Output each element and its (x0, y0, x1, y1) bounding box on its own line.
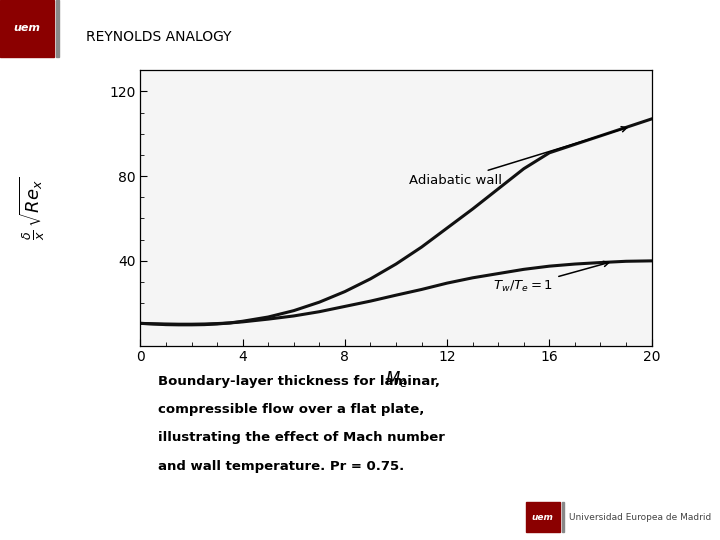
Text: $\frac{\delta}{x}\,\sqrt{Re_x}$: $\frac{\delta}{x}\,\sqrt{Re_x}$ (18, 176, 47, 240)
Text: illustrating the effect of Mach number: illustrating the effect of Mach number (158, 431, 445, 444)
Text: compressible flow over a flat plate,: compressible flow over a flat plate, (158, 403, 425, 416)
Text: REYNOLDS ANALOGY: REYNOLDS ANALOGY (86, 30, 232, 44)
Text: uem: uem (14, 23, 40, 33)
Text: Universidad Europea de Madrid: Universidad Europea de Madrid (569, 513, 711, 522)
Text: Adiabatic wall: Adiabatic wall (409, 127, 627, 187)
Text: and wall temperature. Pr = 0.75.: and wall temperature. Pr = 0.75. (158, 460, 405, 472)
Text: uem: uem (532, 513, 554, 522)
Text: Boundary-layer thickness for laminar,: Boundary-layer thickness for laminar, (158, 375, 441, 388)
Text: $T_w/T_e = 1$: $T_w/T_e = 1$ (493, 261, 609, 294)
X-axis label: $M_e$: $M_e$ (384, 369, 408, 389)
